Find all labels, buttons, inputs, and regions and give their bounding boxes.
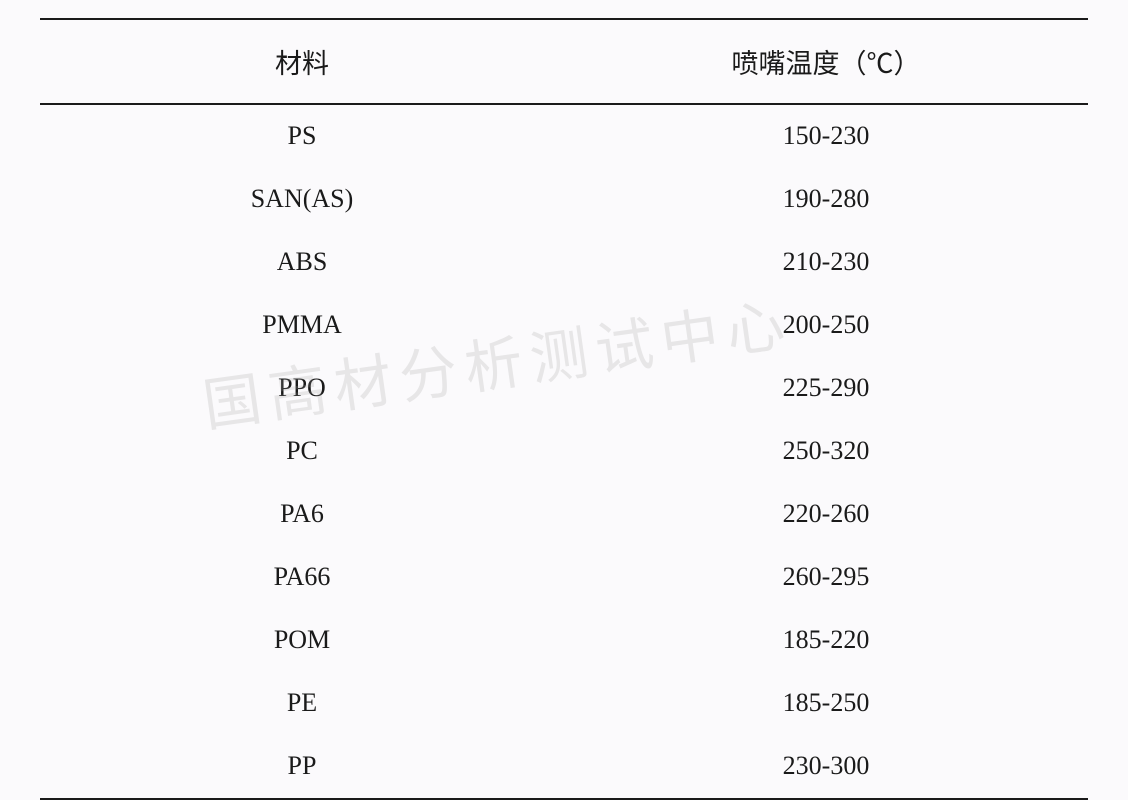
cell-material: PE (40, 672, 564, 735)
table-row: PC 250-320 (40, 420, 1088, 483)
cell-material: PC (40, 420, 564, 483)
material-temperature-table: 材料 喷嘴温度（℃） PS 150-230 SAN(AS) 190-280 AB… (40, 18, 1088, 800)
cell-material: PPO (40, 357, 564, 420)
cell-temperature: 185-220 (564, 609, 1088, 672)
table-row: PS 150-230 (40, 104, 1088, 168)
cell-material: PP (40, 735, 564, 799)
cell-temperature: 185-250 (564, 672, 1088, 735)
cell-temperature: 260-295 (564, 546, 1088, 609)
cell-temperature: 230-300 (564, 735, 1088, 799)
table-row: PPO 225-290 (40, 357, 1088, 420)
table-row: PA66 260-295 (40, 546, 1088, 609)
cell-temperature: 150-230 (564, 104, 1088, 168)
table-row: PA6 220-260 (40, 483, 1088, 546)
column-header-material: 材料 (40, 19, 564, 104)
table-row: ABS 210-230 (40, 231, 1088, 294)
cell-temperature: 210-230 (564, 231, 1088, 294)
cell-temperature: 190-280 (564, 168, 1088, 231)
table-header-row: 材料 喷嘴温度（℃） (40, 19, 1088, 104)
cell-material: SAN(AS) (40, 168, 564, 231)
cell-material: PA66 (40, 546, 564, 609)
table-row: POM 185-220 (40, 609, 1088, 672)
cell-material: POM (40, 609, 564, 672)
table-row: PP 230-300 (40, 735, 1088, 799)
cell-temperature: 200-250 (564, 294, 1088, 357)
cell-material: ABS (40, 231, 564, 294)
cell-material: PS (40, 104, 564, 168)
cell-temperature: 225-290 (564, 357, 1088, 420)
table-row: SAN(AS) 190-280 (40, 168, 1088, 231)
table-row: PMMA 200-250 (40, 294, 1088, 357)
table-row: PE 185-250 (40, 672, 1088, 735)
table-body: PS 150-230 SAN(AS) 190-280 ABS 210-230 P… (40, 104, 1088, 799)
column-header-temperature: 喷嘴温度（℃） (564, 19, 1088, 104)
cell-temperature: 220-260 (564, 483, 1088, 546)
cell-material: PA6 (40, 483, 564, 546)
cell-material: PMMA (40, 294, 564, 357)
cell-temperature: 250-320 (564, 420, 1088, 483)
material-temperature-table-container: 国高材分析测试中心 材料 喷嘴温度（℃） PS 150-230 SAN(AS) … (40, 18, 1088, 800)
